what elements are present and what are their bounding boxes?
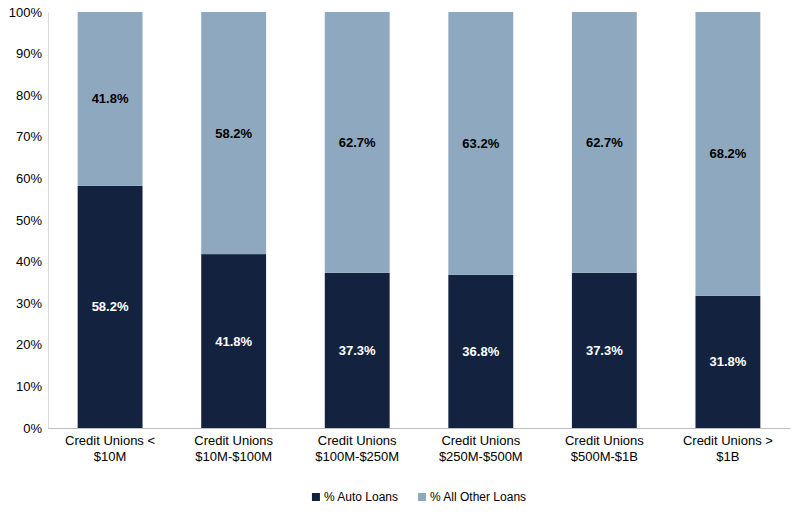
x-tick-label-line: Credit Unions > (683, 433, 773, 448)
y-axis-line (48, 13, 49, 429)
x-tick-label: Credit Unions <$10M (65, 433, 155, 464)
legend-swatch (312, 493, 320, 501)
x-tick: Credit Unions$250M-$500M (439, 428, 523, 464)
x-tick-label-line: Credit Unions (194, 433, 273, 448)
data-label: 41.8% (215, 334, 252, 349)
bar (572, 12, 637, 273)
data-label: 68.2% (709, 146, 746, 161)
y-tick-label: 70% (16, 129, 42, 144)
y-tick: 100% (9, 5, 48, 20)
data-label: 36.8% (462, 344, 499, 359)
x-tick-label-line: Credit Unions < (65, 433, 155, 448)
y-tick-label: 60% (16, 171, 42, 186)
legend-swatch (418, 493, 426, 501)
chart: 58.2% 41.8% 37.3% 36.8% 37.3% 31.8% 41.8% 58.2%… (0, 0, 800, 516)
series (78, 186, 761, 428)
bar (78, 12, 143, 186)
x-tick-label: Credit Unions >$1B (683, 433, 773, 464)
x-tick: Credit Unions$10M-$100M (194, 428, 273, 464)
x-tick-label: Credit Unions$100M-$250M (315, 433, 399, 464)
x-tick-label: Credit Unions$250M-$500M (439, 433, 523, 464)
legend-item: % Auto Loans (312, 490, 398, 504)
bar (695, 296, 760, 428)
y-tick: 40% (16, 254, 48, 269)
y-tick-label: 20% (16, 337, 42, 352)
x-tick-label-line: $10M-$100M (195, 449, 272, 464)
y-axis: 0% 10% 20% 30% 40% 50% 60% 70% 80% 90% 100% (9, 5, 49, 436)
data-label: 37.3% (586, 343, 623, 358)
bars (78, 12, 761, 428)
bar (325, 273, 390, 428)
x-tick-label-line: $10M (94, 449, 127, 464)
y-tick-label: 80% (16, 88, 42, 103)
x-tick-label-line: Credit Unions (565, 433, 644, 448)
x-tick-label-line: $100M-$250M (315, 449, 399, 464)
data-label: 63.2% (462, 136, 499, 151)
bar (572, 273, 637, 428)
data-label: 31.8% (709, 354, 746, 369)
x-tick: Credit Unions$500M-$1B (565, 428, 644, 464)
y-tick: 90% (16, 46, 48, 61)
bar (448, 275, 513, 428)
y-tick: 50% (16, 213, 48, 228)
x-tick: Credit Unions$100M-$250M (315, 428, 399, 464)
series (78, 12, 761, 296)
legend: % Auto Loans % All Other Loans (312, 490, 526, 504)
x-tick-label: Credit Unions$500M-$1B (565, 433, 644, 464)
y-tick: 80% (16, 88, 48, 103)
x-tick-label-line: $500M-$1B (571, 449, 638, 464)
data-label: 58.2% (215, 126, 252, 141)
data-label: 58.2% (92, 299, 129, 314)
x-tick-label-line: Credit Unions (318, 433, 397, 448)
x-tick-label-line: $250M-$500M (439, 449, 523, 464)
legend-label: % Auto Loans (324, 490, 398, 504)
y-tick: 20% (16, 337, 48, 352)
y-tick: 70% (16, 129, 48, 144)
y-tick: 10% (16, 379, 48, 394)
y-tick-label: 10% (16, 379, 42, 394)
y-tick-label: 30% (16, 296, 42, 311)
x-tick-label: Credit Unions$10M-$100M (194, 433, 273, 464)
y-tick-label: 0% (23, 421, 42, 436)
x-tick: Credit Unions <$10M (65, 428, 155, 464)
y-tick-label: 100% (9, 5, 43, 20)
data-label: 62.7% (339, 135, 376, 150)
x-tick-label-line: $1B (716, 449, 739, 464)
y-tick-label: 40% (16, 254, 42, 269)
data-label: 41.8% (92, 91, 129, 106)
x-axis: Credit Unions <$10MCredit Unions$10M-$10… (49, 428, 791, 464)
legend-item: % All Other Loans (418, 490, 526, 504)
x-tick-label-line: Credit Unions (441, 433, 520, 448)
x-tick: Credit Unions >$1B (683, 428, 773, 464)
x-axis-line (49, 428, 791, 429)
data-labels: 58.2% 41.8% 37.3% 36.8% 37.3% 31.8% 41.8% 58.2%… (92, 91, 747, 369)
legend-label: % All Other Loans (430, 490, 526, 504)
y-tick: 0% (23, 421, 48, 436)
bar (325, 12, 390, 273)
y-tick-label: 50% (16, 213, 42, 228)
bar (201, 12, 266, 254)
bar (695, 12, 760, 296)
bar (448, 12, 513, 275)
bar (78, 186, 143, 428)
y-tick: 30% (16, 296, 48, 311)
y-tick-label: 90% (16, 46, 42, 61)
y-tick: 60% (16, 171, 48, 186)
data-label: 37.3% (339, 343, 376, 358)
bar (201, 254, 266, 428)
data-label: 62.7% (586, 135, 623, 150)
